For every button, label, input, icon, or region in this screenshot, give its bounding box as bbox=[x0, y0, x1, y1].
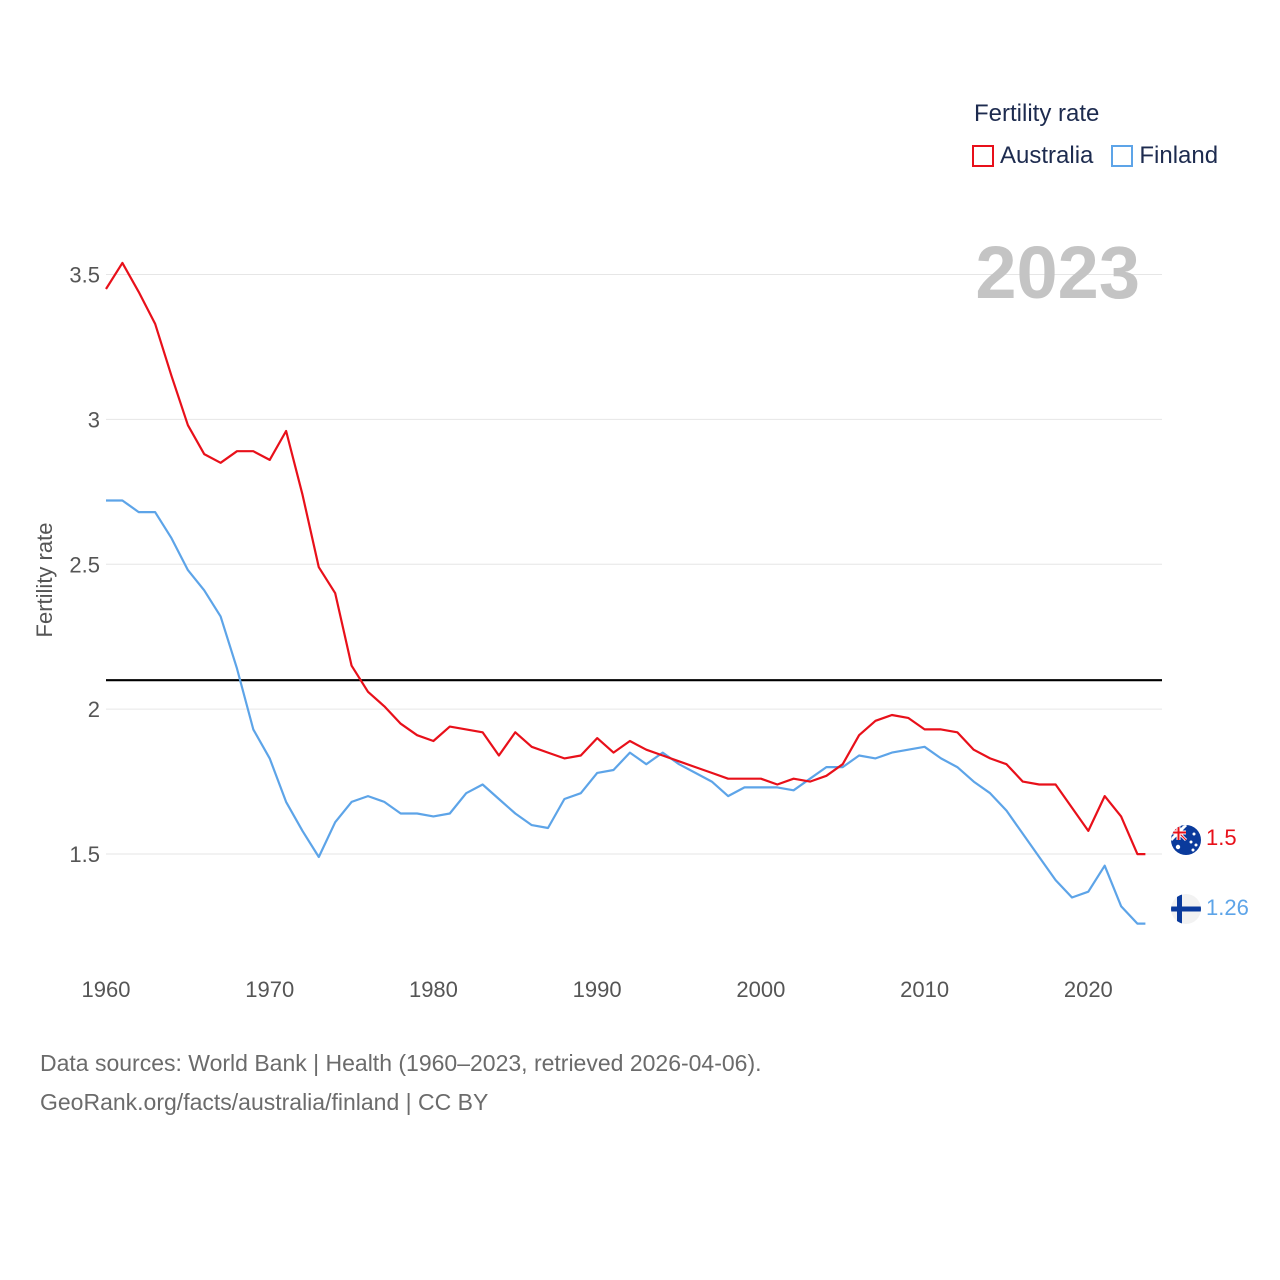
x-tick-label: 2020 bbox=[1064, 977, 1113, 1002]
australia-flag-icon bbox=[1171, 825, 1201, 855]
y-tick-label: 1.5 bbox=[69, 842, 100, 867]
legend-swatch-finland bbox=[1111, 145, 1134, 167]
finland-end-value: 1.26 bbox=[1206, 895, 1249, 920]
y-gridlines bbox=[106, 273, 1162, 855]
legend-title: Fertility rate bbox=[974, 100, 1100, 127]
y-axis-tick-labels: 1.5 2 2.5 3 3.5 bbox=[69, 262, 100, 867]
legend: Australia Finland bbox=[972, 142, 1218, 170]
series-end-markers bbox=[1171, 825, 1201, 924]
year-watermark: 2023 bbox=[975, 231, 1140, 314]
x-tick-label: 2000 bbox=[736, 977, 785, 1002]
x-tick-label: 2010 bbox=[900, 977, 949, 1002]
x-tick-label: 1970 bbox=[245, 977, 294, 1002]
legend-swatch-australia bbox=[972, 145, 994, 167]
finland-flag-icon bbox=[1171, 894, 1201, 924]
y-axis-title: Fertility rate bbox=[32, 523, 57, 638]
footer: Data sources: World Bank | Health (1960–… bbox=[40, 1044, 762, 1122]
x-tick-label: 1980 bbox=[409, 977, 458, 1002]
australia-end-value: 1.5 bbox=[1206, 825, 1237, 850]
y-tick-label: 2.5 bbox=[69, 552, 100, 577]
x-tick-label: 1990 bbox=[573, 977, 622, 1002]
legend-item-finland[interactable]: Finland bbox=[1111, 142, 1218, 170]
series-lines bbox=[105, 261, 1146, 925]
y-tick-label: 3 bbox=[88, 407, 100, 432]
y-tick-label: 3.5 bbox=[69, 262, 100, 287]
series-line-australia bbox=[105, 261, 1146, 856]
y-tick-label: 2 bbox=[88, 697, 100, 722]
footer-sources: Data sources: World Bank | Health (1960–… bbox=[40, 1050, 762, 1076]
series-line-finland bbox=[106, 499, 1146, 925]
fertility-rate-line-chart: 2023 1.5 2 2.5 3 3.5 1960 1970 1980 1990 2000 201… bbox=[32, 231, 1249, 1002]
x-tick-label: 1960 bbox=[82, 977, 131, 1002]
legend-label-finland: Finland bbox=[1139, 142, 1219, 169]
footer-link[interactable]: GeoRank.org/facts/australia/finland | CC… bbox=[40, 1089, 489, 1115]
legend-label-australia: Australia bbox=[1000, 142, 1094, 169]
x-axis-tick-labels: 1960 1970 1980 1990 2000 2010 2020 bbox=[82, 977, 1113, 1002]
legend-item-australia[interactable]: Australia bbox=[972, 142, 1093, 170]
